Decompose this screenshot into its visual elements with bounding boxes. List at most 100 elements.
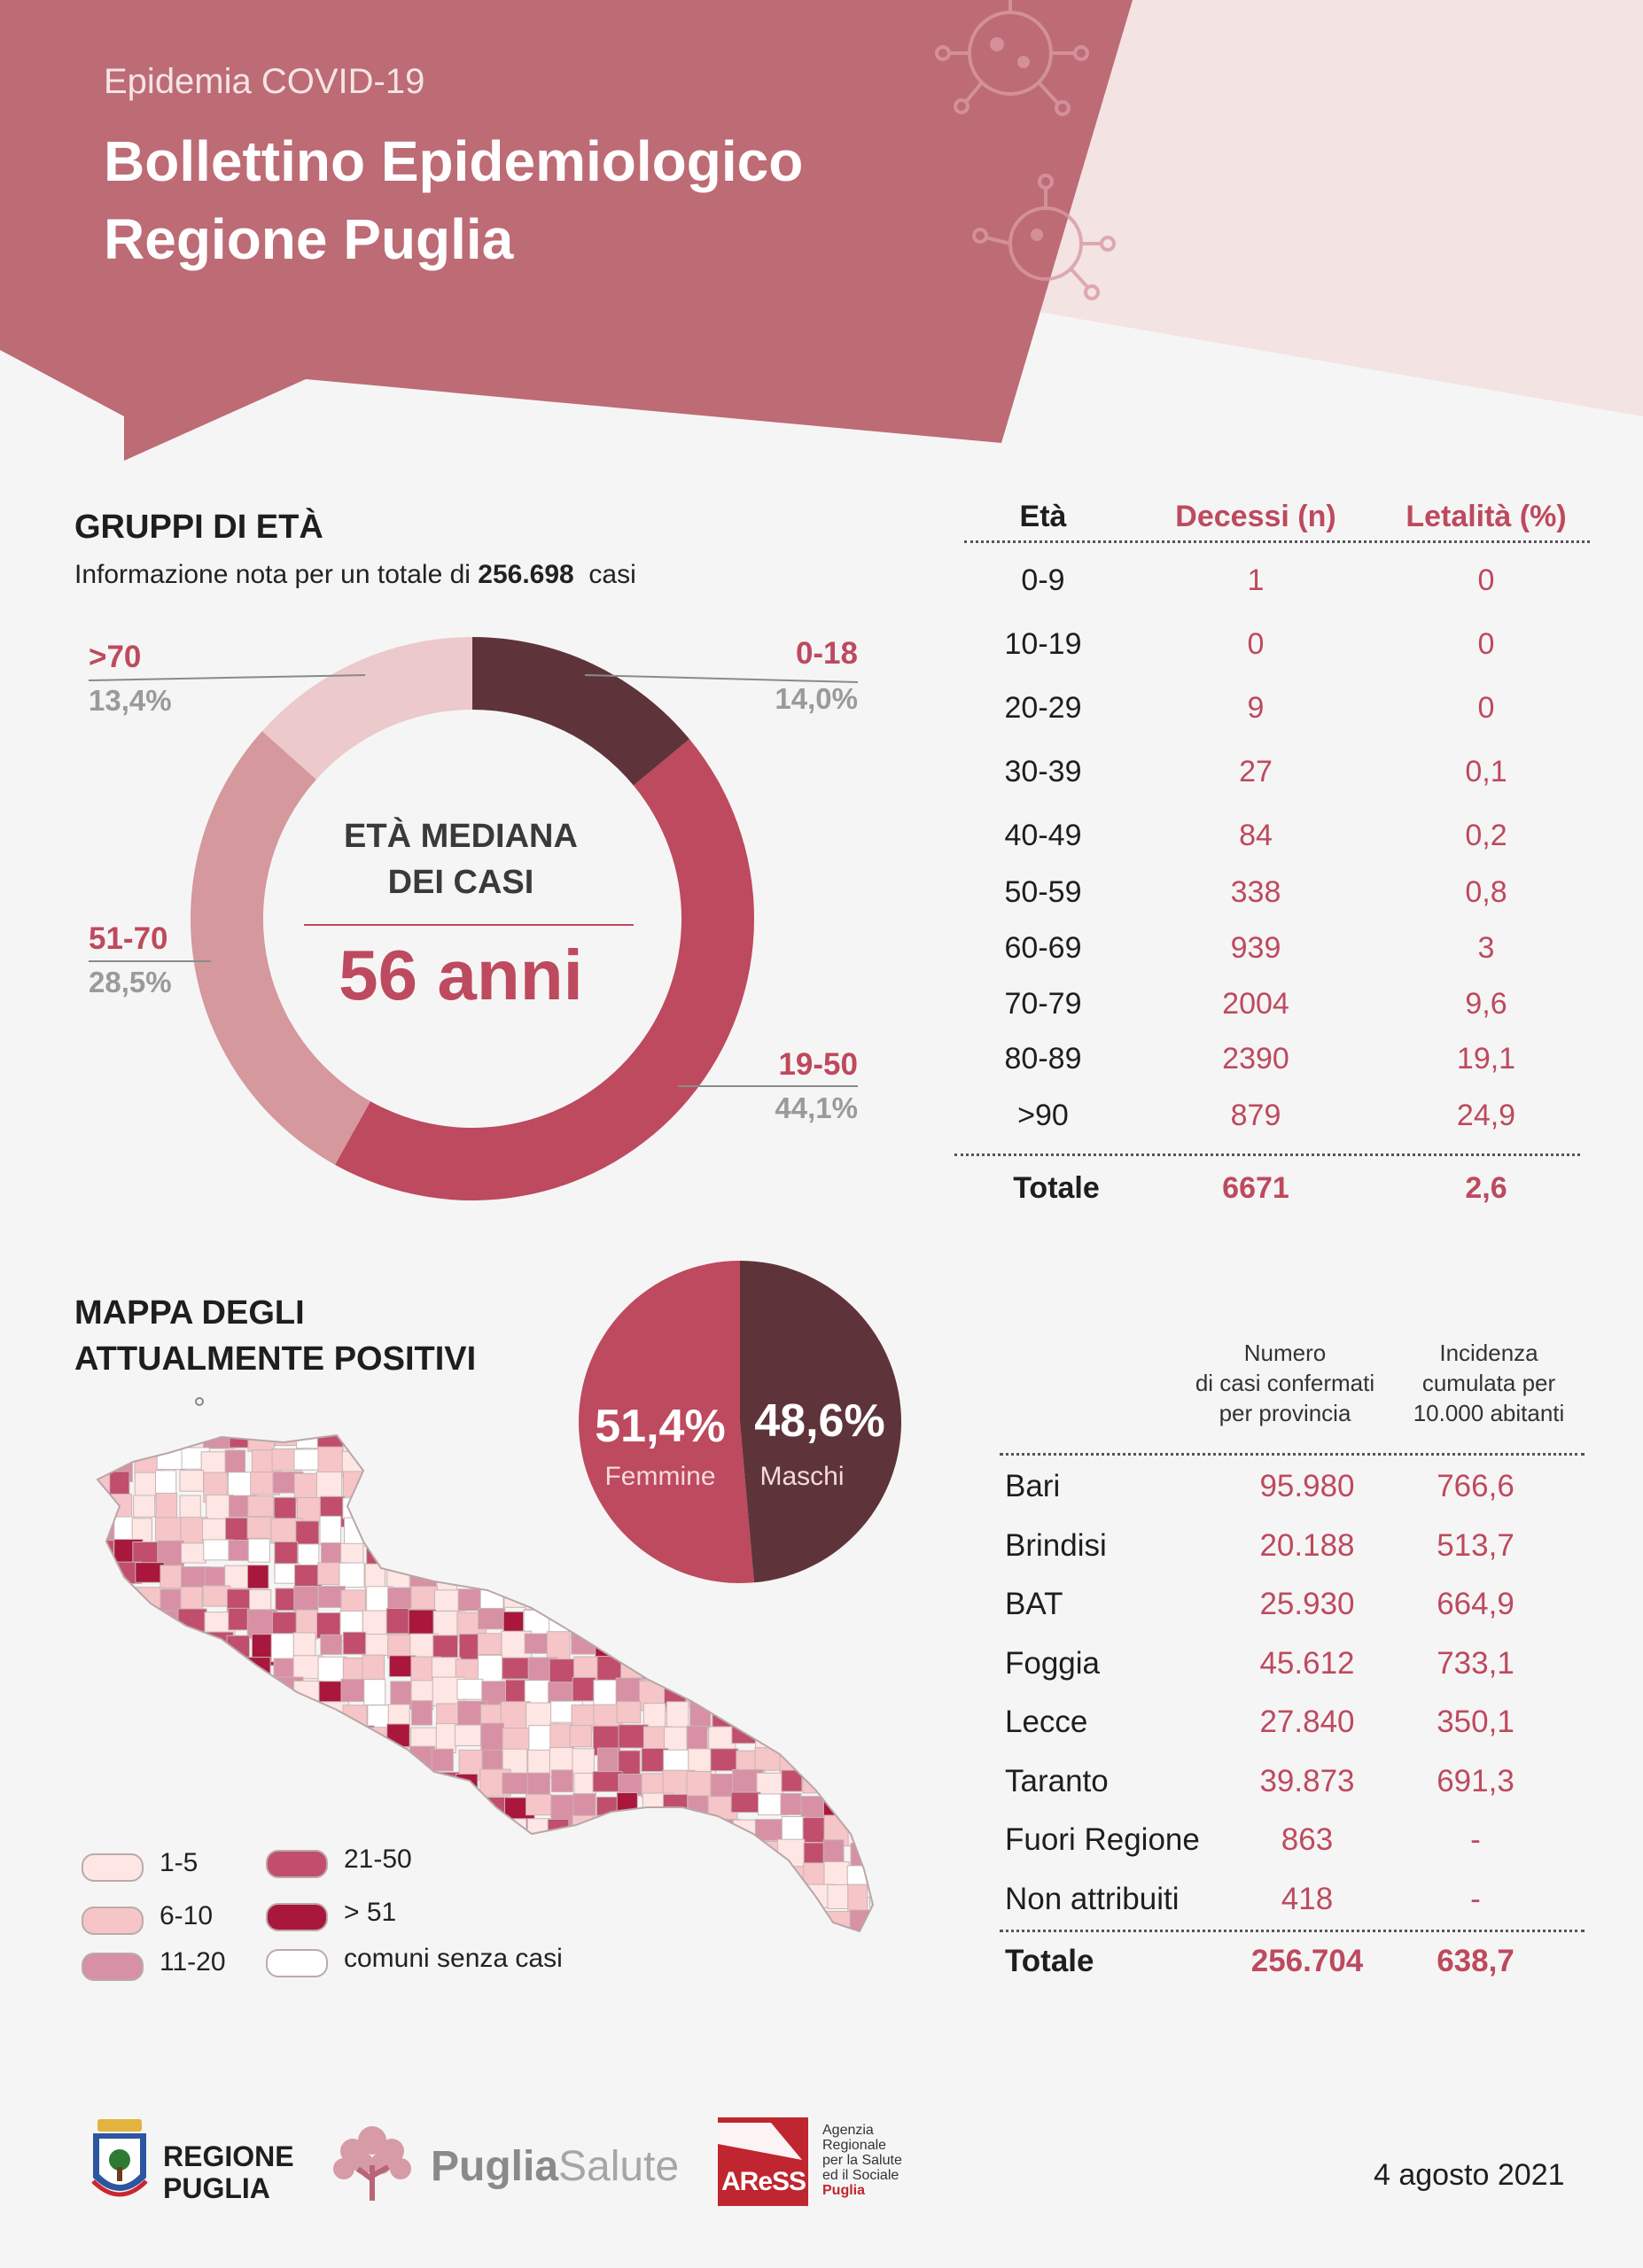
map-municipality [339, 1820, 371, 1842]
map-municipality [779, 1884, 801, 1908]
female-pct: 51,4% [595, 1401, 726, 1452]
age-cell: 10-19 [1004, 627, 1082, 661]
map-municipality [409, 1771, 439, 1795]
province-cases-cell: 20.188 [1259, 1527, 1355, 1563]
map-municipality [479, 1495, 508, 1517]
map-municipality [550, 1561, 573, 1595]
map-municipality [685, 1635, 712, 1663]
map-municipality [228, 1539, 250, 1561]
map-municipality [501, 1469, 524, 1496]
map-municipality [708, 1607, 732, 1634]
map-municipality [875, 1590, 886, 1612]
deaths-cell: 879 [1230, 1099, 1281, 1132]
map-municipality [271, 1772, 300, 1793]
province-incidence-cell: 350,1 [1437, 1705, 1515, 1739]
map-municipality [754, 1704, 779, 1736]
median-age-title: ETÀ MEDIANA DEI CASI [344, 818, 578, 901]
province-total-cases: 256.704 [1250, 1944, 1364, 1978]
map-municipality [97, 1703, 121, 1731]
map-municipality [823, 1611, 845, 1640]
publication-date: 4 agosto 2021 [1374, 2158, 1565, 2192]
deaths-cell: 2390 [1222, 1042, 1289, 1076]
map-municipality [246, 1516, 276, 1539]
map-municipality [387, 1519, 411, 1545]
map-municipality [662, 1655, 691, 1681]
map-municipality [342, 1631, 367, 1655]
male-label: Maschi [759, 1462, 845, 1491]
map-municipality [343, 1770, 372, 1792]
map-municipality [754, 1819, 786, 1841]
map-municipality [202, 1657, 235, 1678]
map-municipality [711, 1679, 737, 1712]
map-municipality [247, 1538, 270, 1563]
map-municipality [596, 1907, 619, 1931]
map-municipality [547, 1818, 570, 1849]
map-municipality [363, 1816, 385, 1842]
map-municipality [802, 1704, 830, 1734]
map-municipality [870, 1839, 873, 1861]
map-municipality [663, 1885, 687, 1917]
donut-slice-over-70 [261, 637, 472, 780]
map-municipality [366, 1494, 390, 1515]
map-municipality [661, 1910, 683, 1931]
map-municipality [224, 1819, 246, 1842]
map-municipality [551, 1860, 582, 1883]
map-municipality [546, 1631, 571, 1661]
map-municipality [781, 1725, 814, 1750]
map-municipality [874, 1772, 886, 1803]
map-municipality [109, 1471, 130, 1495]
map-municipality [547, 1539, 580, 1564]
map-municipality [753, 1654, 781, 1678]
age-cell: 50-59 [1004, 875, 1082, 909]
map-municipality [827, 1884, 849, 1909]
map-municipality [158, 1771, 190, 1798]
deaths-cell: 0 [1247, 627, 1265, 661]
legend-label: comuni senza casi [344, 1944, 563, 1973]
map-municipality [828, 1587, 849, 1609]
map-municipality [869, 1910, 873, 1931]
map-municipality [112, 1747, 137, 1772]
map-municipality [777, 1633, 799, 1656]
legend-swatch [82, 1953, 144, 1981]
map-municipality [685, 1841, 710, 1864]
map-municipality [293, 1586, 319, 1612]
map-municipality [847, 1635, 873, 1669]
map-municipality [849, 1794, 873, 1821]
map-municipality [136, 1774, 169, 1806]
map-municipality [548, 1435, 579, 1456]
map-municipality [685, 1884, 707, 1913]
map-municipality [412, 1539, 444, 1564]
map-municipality [505, 1449, 530, 1472]
province-name-cell: Lecce [1005, 1705, 1088, 1739]
map-municipality [687, 1795, 709, 1820]
map-municipality [320, 1634, 343, 1655]
map-municipality [847, 1820, 873, 1846]
map-municipality [229, 1840, 259, 1867]
age-info-text: Informazione nota per un totale di 256.6… [74, 560, 636, 589]
map-municipality [872, 1750, 873, 1781]
map-municipality [641, 1654, 664, 1681]
map-municipality [826, 1932, 853, 1954]
map-municipality [223, 1747, 253, 1773]
map-municipality [573, 1911, 599, 1931]
lethality-cell: 0,2 [1465, 819, 1507, 852]
map-municipality [477, 1633, 502, 1656]
map-municipality [455, 1562, 479, 1584]
map-municipality [412, 1435, 434, 1452]
aress-mark-icon [718, 2123, 802, 2160]
map-municipality [662, 1612, 689, 1643]
map-municipality [227, 1725, 254, 1747]
donut-pct-19-50: 44,1% [775, 1091, 858, 1124]
map-municipality [250, 1723, 283, 1746]
age-cell: 80-89 [1004, 1042, 1082, 1076]
map-municipality [157, 1435, 187, 1449]
map-municipality [801, 1726, 833, 1754]
map-municipality [708, 1588, 732, 1615]
map-municipality [708, 1726, 736, 1751]
map-municipality [458, 1472, 489, 1495]
deaths-cell: 27 [1239, 755, 1273, 788]
map-municipality [318, 1727, 345, 1751]
map-municipality [270, 1728, 293, 1759]
map-municipality [224, 1449, 246, 1475]
map-municipality [801, 1609, 829, 1640]
